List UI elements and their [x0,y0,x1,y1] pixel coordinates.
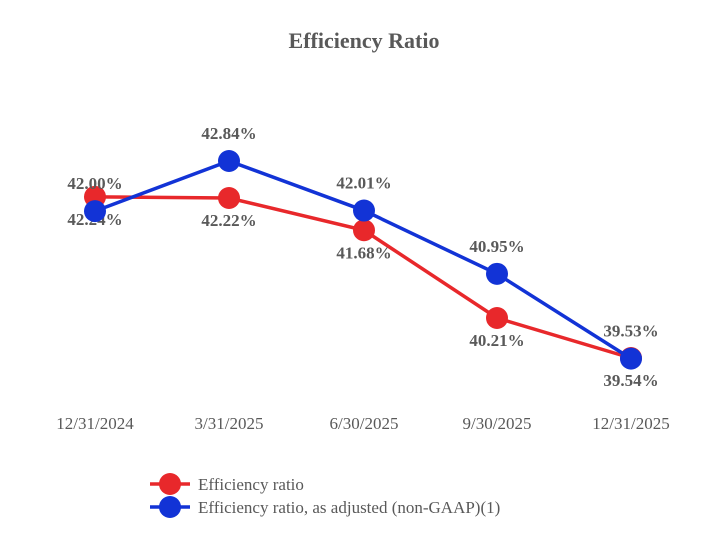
data-point [84,200,106,223]
x-tick-label: 3/31/2025 [195,414,264,433]
x-axis-ticks: 12/31/2024 3/31/2025 6/30/2025 9/30/2025 12/… [56,414,669,433]
series-2: 42.00% 42.84% 42.01% 40.95% 39.53% [67,124,659,370]
legend-item: Efficiency ratio [150,473,304,495]
data-label: 40.95% [469,237,524,256]
data-label: 40.21% [469,331,524,350]
data-point [353,199,375,222]
x-tick-label: 9/30/2025 [463,414,532,433]
x-tick-label: 12/31/2024 [56,414,134,433]
data-label: 41.68% [336,243,391,262]
data-point [218,187,240,210]
x-tick-label: 12/31/2025 [592,414,669,433]
legend-marker [159,473,181,495]
data-label: 42.84% [201,124,256,143]
legend-marker [159,496,181,518]
data-point [486,262,508,285]
chart-title: Efficiency Ratio [289,28,440,53]
legend: Efficiency ratio Efficiency ratio, as adj… [150,473,500,518]
data-label: 42.00% [67,174,122,193]
legend-label: Efficiency ratio [198,475,304,494]
legend-label: Efficiency ratio, as adjusted (non-GAAP)… [198,498,500,517]
series-layer: 42.24%42.22%41.68%40.21%39.54%42.00%42.8… [67,124,658,390]
data-label: 39.53% [603,322,658,341]
data-label: 39.54% [603,371,658,390]
series-1: 42.24%42.22%41.68%40.21%39.54% [67,185,659,390]
data-point [353,219,375,242]
legend-item: Efficiency ratio, as adjusted (non-GAAP)… [150,496,500,518]
data-point [486,307,508,330]
data-point [218,150,240,172]
x-tick-label: 6/30/2025 [330,414,399,433]
data-point [620,347,642,370]
data-label: 42.01% [336,174,391,193]
data-label: 42.22% [201,211,256,230]
